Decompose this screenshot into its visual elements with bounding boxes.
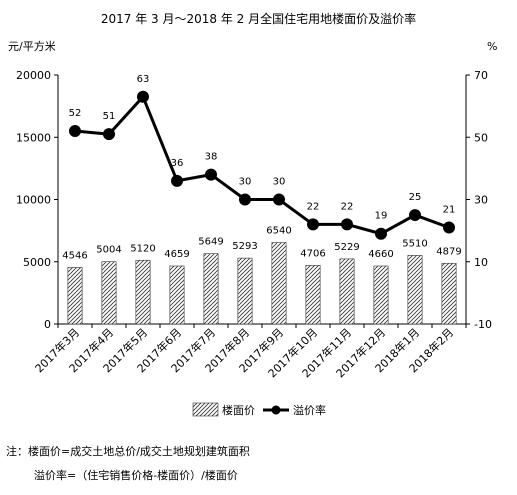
bar [67,267,83,325]
line-point [205,168,217,181]
line-value-label: 52 [69,108,82,119]
bar-value-label: 5510 [402,238,427,249]
line-point [171,174,183,187]
bar-value-label: 6540 [266,226,291,237]
line-value-label: 21 [443,205,456,216]
y-left-tick-label: 20000 [16,69,51,82]
line-point [409,209,421,222]
bar-value-label: 4879 [436,246,461,257]
y-right-tick-label: 50 [474,131,488,144]
bar-value-label: 4659 [164,249,189,260]
chart-title: 2017 年 3 月～2018 年 2 月全国住宅用地楼面价及溢价率 [100,12,417,26]
bar-value-label: 5229 [334,242,359,253]
line-value-label: 30 [273,177,286,188]
line-value-label: 30 [239,177,252,188]
legend-bar-label: 楼面价 [222,403,255,417]
bar [271,242,287,325]
note-floor-price: 注：楼面价=成交土地总价/成交土地规划建筑面积 [6,445,250,458]
bar [407,255,423,325]
line-point [273,193,285,206]
legend-line-marker [271,405,281,415]
line-value-label: 25 [409,192,422,203]
bar [339,258,355,325]
line-value-label: 22 [307,201,320,212]
bar [373,265,389,325]
y-left-unit-label: 元/平方米 [8,39,56,53]
line-point [239,193,251,206]
y-left-tick-label: 0 [44,318,51,331]
line-point [375,227,387,240]
plot-area: 元/平方米 % 0 5000 10000 15000 20000 -10 10 30 50 70 454… [8,39,497,417]
legend-line-label: 溢价率 [293,403,326,417]
line-value-label: 51 [103,111,116,122]
line-point [69,125,81,138]
line-point [443,221,455,234]
legend-bar-swatch [192,402,219,417]
line-value-label: 63 [137,74,150,85]
bar [305,265,321,325]
bar [237,257,253,325]
y-left-tick-label: 15000 [16,131,51,144]
bar [203,253,219,325]
bar-value-label: 4706 [300,248,325,259]
note-premium-rate: 溢价率=（住宅销售价格-楼面价）/楼面价 [34,469,238,482]
line-point [137,90,149,103]
y-left-tick-label: 5000 [23,256,51,269]
line-point [103,128,115,141]
y-right-tick-label: -10 [474,318,492,331]
bar [441,262,457,325]
bar [169,265,185,325]
series-line [74,94,450,236]
bar-value-label: 5120 [130,243,155,254]
y-left-tick-label: 10000 [16,194,51,207]
y-right-unit-label: % [487,40,497,53]
line-value-label: 22 [341,201,354,212]
bar [135,259,151,325]
bar-value-label: 5004 [96,245,121,256]
bar-value-label: 5293 [232,241,257,252]
y-right-tick-label: 70 [474,69,488,82]
chart: 元/平方米 % 0 5000 10000 15000 20000 -10 10 30 50 70 454… [8,39,497,417]
bar-value-label: 5649 [198,237,223,248]
bar-value-label: 4660 [368,249,393,260]
line-value-label: 19 [375,211,388,222]
line-point [307,218,319,231]
y-right-tick-label: 30 [474,194,488,207]
line-value-label: 38 [205,152,218,163]
bar-value-label: 4546 [62,250,87,261]
y-right-tick-label: 10 [474,256,488,269]
line-point [341,218,353,231]
line-value-label: 36 [171,158,184,169]
bar [101,261,117,325]
